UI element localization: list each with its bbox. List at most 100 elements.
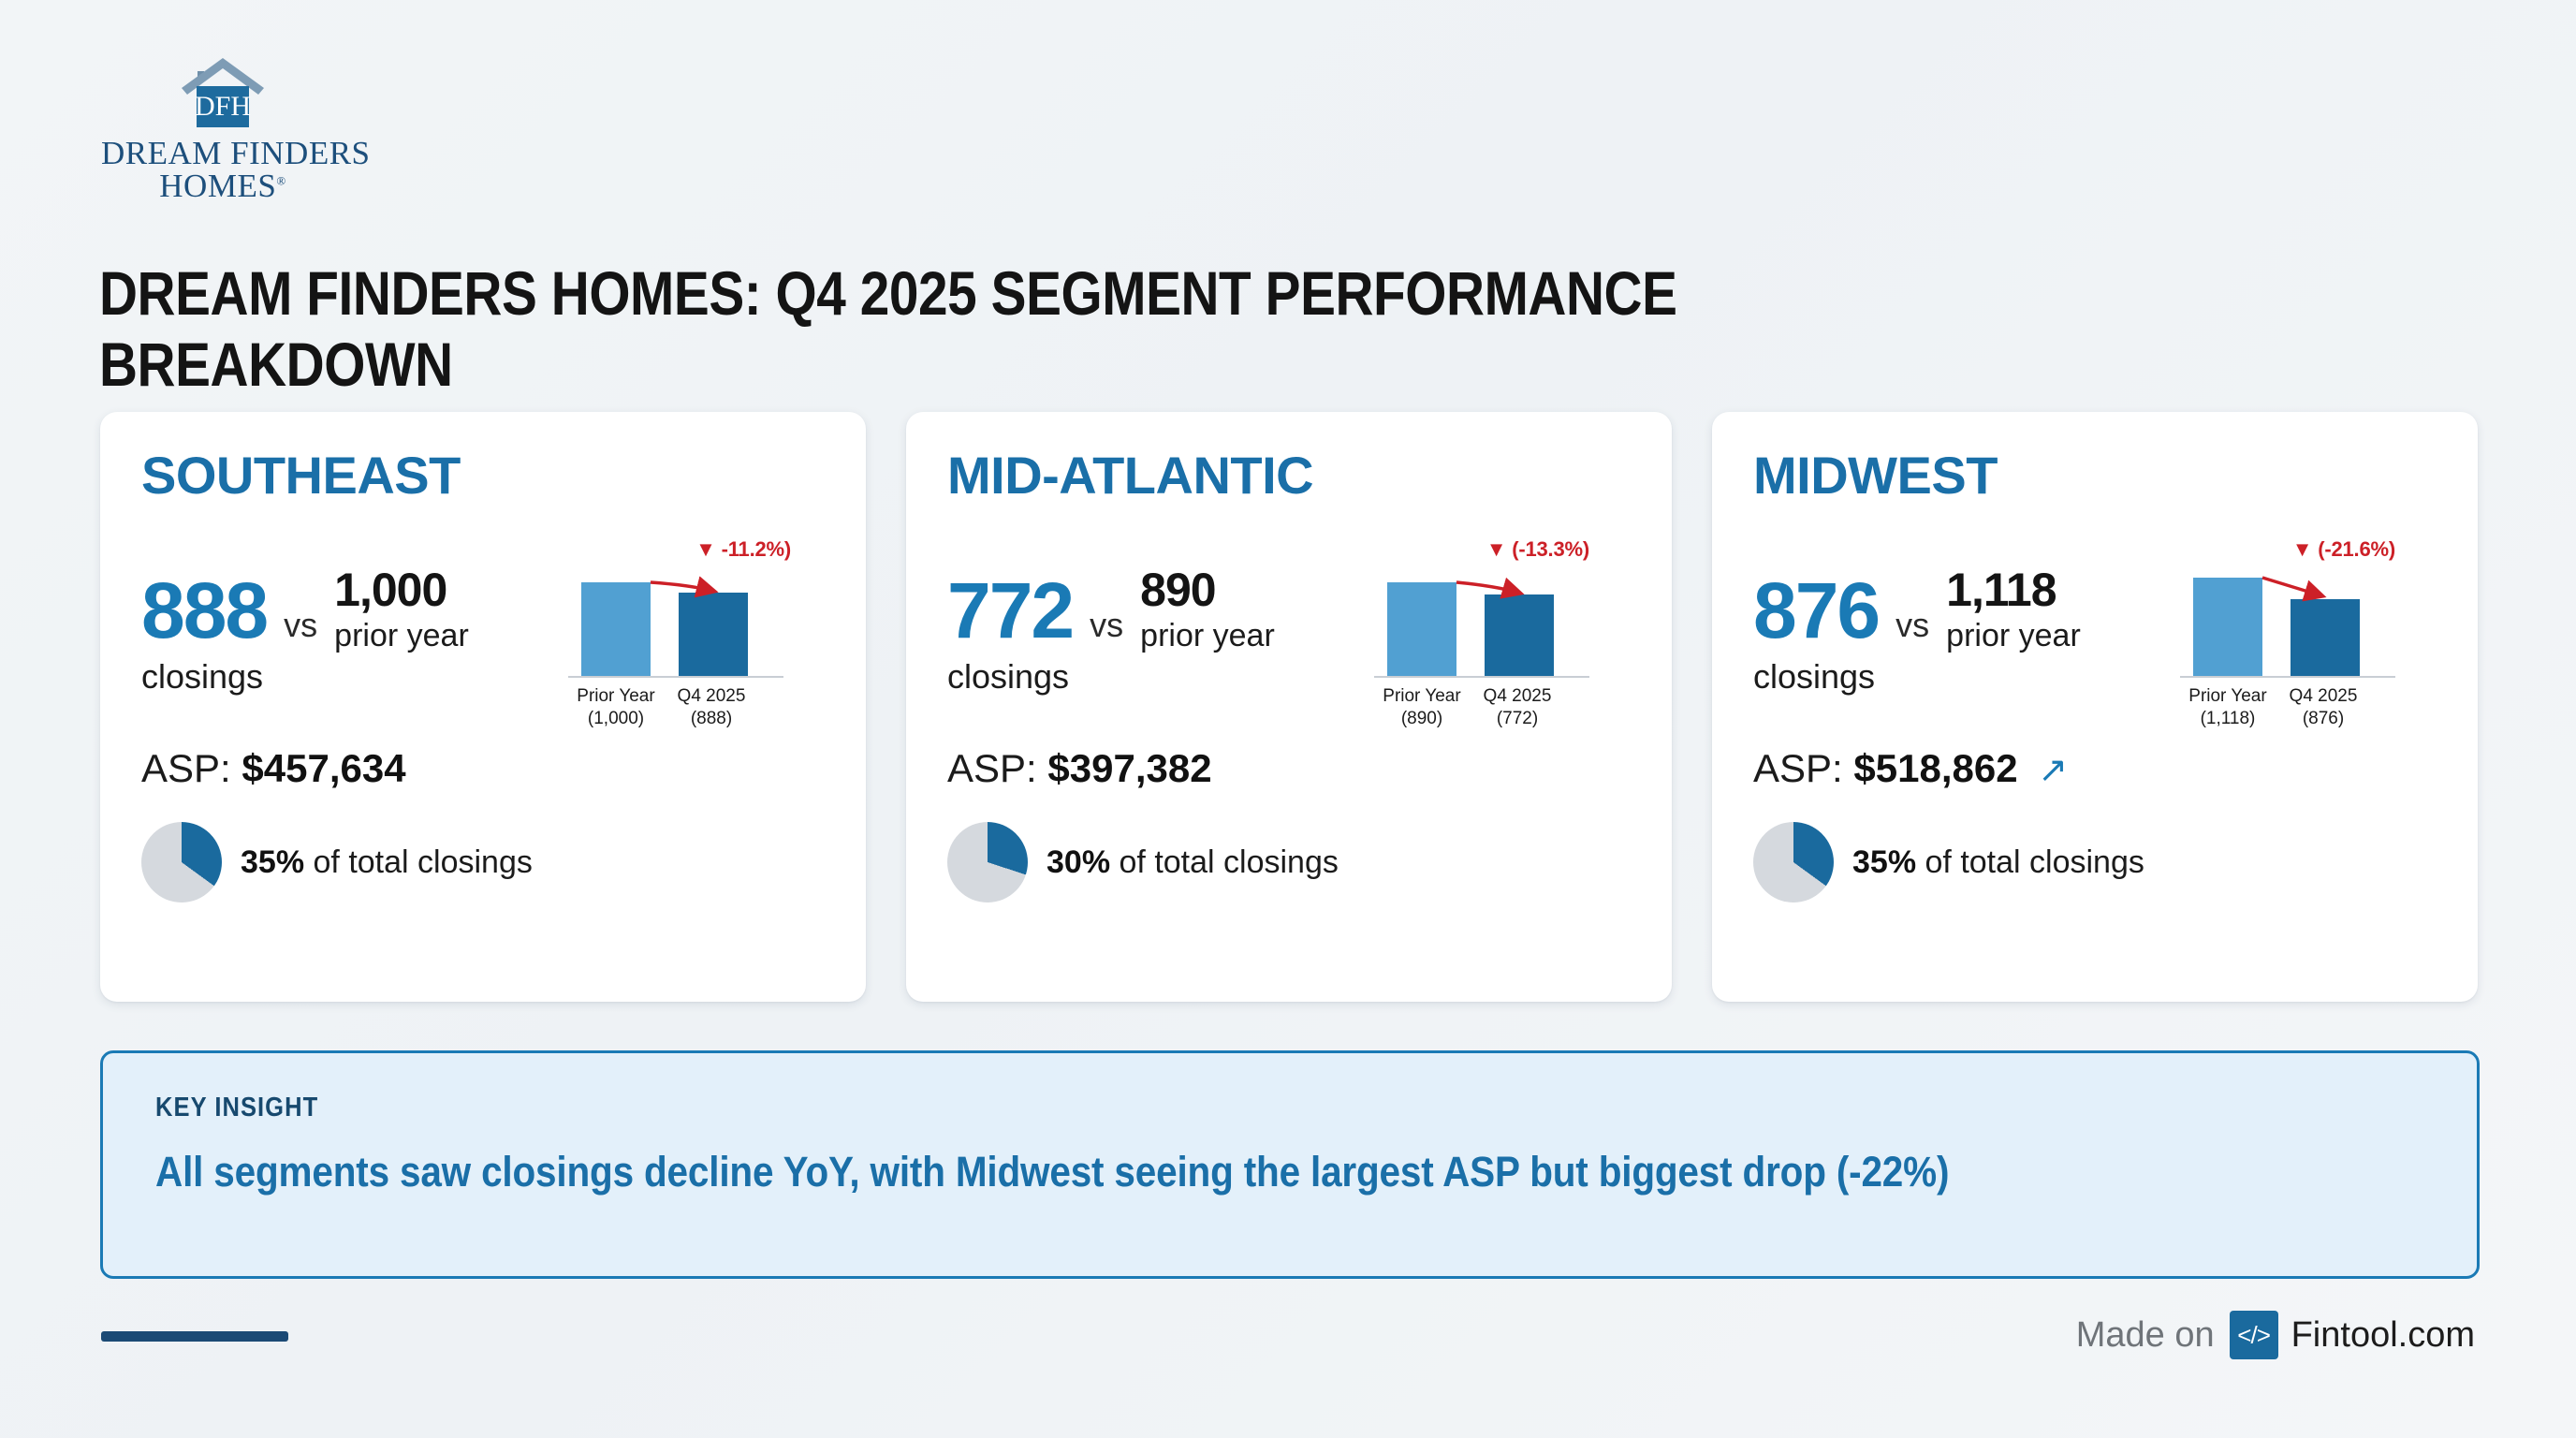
vs-label: vs [284, 606, 318, 644]
prior-year-value: 1,000 [334, 564, 447, 617]
asp-trend-arrow-icon: ↗ [2038, 751, 2069, 790]
fintool-brand-label: Fintool.com [2291, 1314, 2475, 1355]
prior-year-block: 890 prior year [1140, 566, 1275, 655]
current-closings-block: 772 closings [947, 566, 1075, 697]
vs-label: vs [1895, 606, 1930, 644]
prior-year-label: prior year [1140, 618, 1275, 654]
segment-title: SOUTHEAST [141, 446, 461, 505]
key-insight-label: KEY INSIGHT [155, 1093, 319, 1123]
x-label-prior-text: Prior Year [2188, 686, 2267, 706]
share-row: 35% of total closings [1753, 822, 2437, 902]
company-logo: DFH DREAM FINDERS HOMES® [101, 56, 371, 204]
asp-label: ASP: [947, 746, 1037, 790]
key-insight-panel: KEY INSIGHT All segments saw closings de… [100, 1050, 2480, 1279]
closings-label: closings [1753, 656, 1876, 696]
prior-year-value: 1,118 [1946, 564, 2056, 617]
footer-attribution: Made on </> Fintool.com [2076, 1311, 2475, 1359]
footer-accent-bar [101, 1331, 288, 1342]
asp-row: ASP: $457,634 [141, 749, 825, 788]
bar-current-quarter [2291, 599, 2360, 676]
share-label: of total closings [1119, 844, 1339, 880]
share-text: 35% of total closings [1852, 846, 2144, 878]
asp-value: $518,862 [1853, 746, 2018, 790]
made-on-label: Made on [2075, 1314, 2215, 1355]
asp-label: ASP: [1753, 746, 1843, 790]
segment-title: MID-ATLANTIC [947, 446, 1314, 505]
vs-label: vs [1090, 606, 1124, 644]
bar-current-quarter [1485, 594, 1554, 676]
bar-current-quarter [679, 593, 748, 676]
mini-chart-labels: Prior Year (1,000) Q4 2025 (888) [568, 685, 783, 730]
share-percent: 30% [1046, 844, 1111, 880]
asp-label: ASP: [141, 746, 231, 790]
fintool-code-icon: </> [2229, 1311, 2278, 1359]
page-title: DREAM FINDERS HOMES: Q4 2025 SEGMENT PER… [99, 258, 1677, 400]
x-sublabel-current: (876) [2302, 708, 2345, 728]
prior-year-block: 1,118 prior year [1946, 566, 2081, 655]
yoy-change-badge: ▼ (-21.6%) [2291, 537, 2395, 561]
x-label-current-text: Q4 2025 [2289, 686, 2358, 706]
x-label-current: Q4 2025 (772) [1470, 685, 1565, 730]
segment-metrics: 876 closings vs 1,118 prior year ▼ (-21.… [1753, 537, 2437, 728]
share-label: of total closings [1925, 844, 2144, 880]
segment-title: MIDWEST [1753, 446, 1998, 505]
x-sublabel-current: (888) [690, 708, 733, 728]
yoy-change-badge: ▼ (-13.3%) [1486, 537, 1589, 561]
bar-prior-year [2193, 578, 2262, 676]
dfh-house-logo-icon: DFH [182, 58, 264, 127]
mini-chart-labels: Prior Year (890) Q4 2025 (772) [1374, 685, 1589, 730]
x-label-current-text: Q4 2025 [1483, 686, 1552, 706]
bar-prior-year [581, 582, 651, 676]
share-row: 30% of total closings [947, 822, 1631, 902]
mini-bar-chart: ▼ (-21.6%) Prior Year (1,11 [2180, 537, 2395, 730]
asp-value: $397,382 [1047, 746, 1212, 790]
x-sublabel-prior: (890) [1400, 708, 1443, 728]
mini-chart-plot [2180, 567, 2395, 678]
x-label-prior-text: Prior Year [577, 686, 655, 706]
share-percent: 35% [241, 844, 305, 880]
svg-text:DFH: DFH [195, 91, 251, 122]
asp-value: $457,634 [242, 746, 406, 790]
x-sublabel-current: (772) [1496, 708, 1539, 728]
key-insight-text: All segments saw closings decline YoY, w… [155, 1148, 1950, 1196]
share-pie-chart [1753, 822, 1834, 902]
prior-year-label: prior year [334, 618, 469, 654]
closings-value: 772 [947, 566, 1075, 655]
prior-year-block: 1,000 prior year [334, 566, 469, 655]
share-label: of total closings [313, 844, 533, 880]
mini-chart-labels: Prior Year (1,118) Q4 2025 (876) [2180, 685, 2395, 730]
closings-value: 888 [141, 566, 269, 655]
bar-prior-year [1387, 582, 1456, 676]
segment-metrics: 772 closings vs 890 prior year ▼ (-13.3%… [947, 537, 1631, 728]
share-row: 35% of total closings [141, 822, 825, 902]
prior-year-label: prior year [1946, 618, 2081, 654]
segment-card-mid-atlantic: MID-ATLANTIC 772 closings vs 890 prior y… [906, 412, 1672, 1002]
mini-bar-chart: ▼ (-13.3%) Prior Year (890) [1374, 537, 1589, 730]
share-text: 30% of total closings [1046, 846, 1339, 878]
segment-card-southeast: SOUTHEAST 888 closings vs 1,000 prior ye… [100, 412, 866, 1002]
x-sublabel-prior: (1,118) [2200, 708, 2256, 728]
closings-value: 876 [1753, 566, 1881, 655]
prior-year-value: 890 [1140, 564, 1216, 617]
yoy-change-badge: ▼ -11.2%) [695, 537, 791, 561]
x-label-current-text: Q4 2025 [677, 686, 746, 706]
logo-text-line1: DREAM FINDERS [101, 135, 371, 171]
x-label-prior: Prior Year (1,000) [568, 685, 664, 730]
mini-bar-chart: ▼ -11.2%) Prior Year (1,000 [568, 537, 791, 730]
mini-chart-plot [568, 567, 783, 678]
share-pie-chart [947, 822, 1028, 902]
segment-card-midwest: MIDWEST 876 closings vs 1,118 prior year… [1712, 412, 2478, 1002]
x-label-current: Q4 2025 (876) [2276, 685, 2371, 730]
share-text: 35% of total closings [241, 846, 533, 878]
x-label-prior-text: Prior Year [1383, 686, 1461, 706]
segment-cards-container: SOUTHEAST 888 closings vs 1,000 prior ye… [100, 412, 2480, 1002]
mini-chart-plot [1374, 567, 1589, 678]
closings-label: closings [947, 656, 1070, 696]
share-pie-chart [141, 822, 222, 902]
asp-row: ASP: $397,382 [947, 749, 1631, 788]
segment-metrics: 888 closings vs 1,000 prior year ▼ -11.2… [141, 537, 825, 728]
x-sublabel-prior: (1,000) [587, 708, 645, 728]
share-percent: 35% [1852, 844, 1917, 880]
closings-label: closings [141, 656, 264, 696]
